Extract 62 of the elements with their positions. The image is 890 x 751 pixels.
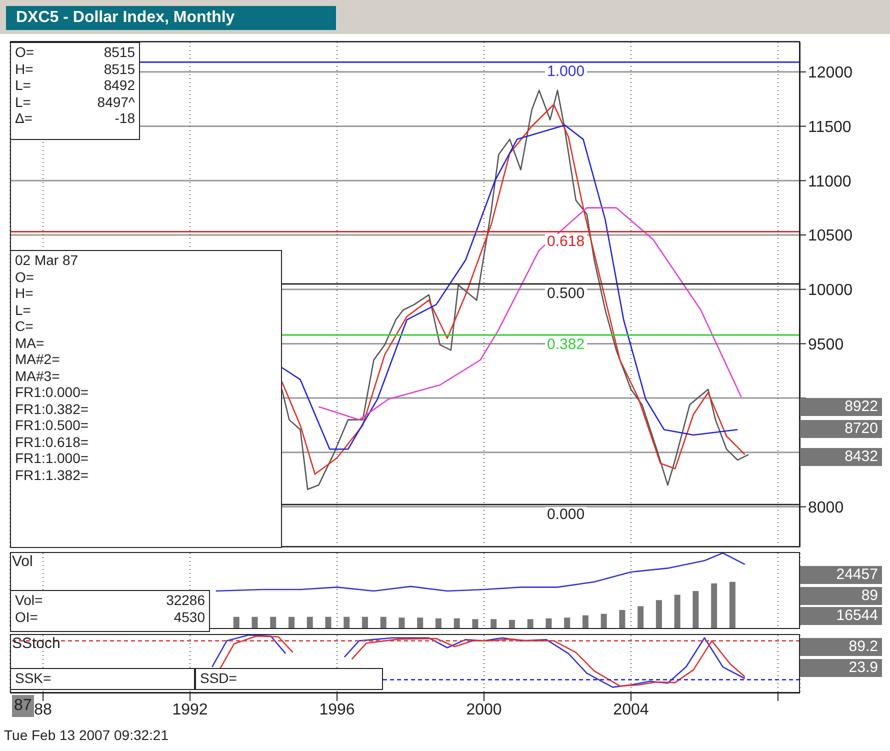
y-tick-label: 8000 <box>808 499 844 516</box>
bar <box>600 614 607 629</box>
annotation: 0.500 <box>545 284 587 302</box>
bar <box>527 619 534 629</box>
price-tag: 89.2 <box>800 638 882 656</box>
info-panel: SSK= <box>10 668 195 690</box>
annotation: 0.382 <box>545 336 587 353</box>
bar <box>417 618 424 629</box>
bar <box>380 616 386 629</box>
annotation: 0.000 <box>545 506 587 523</box>
y-tick-label: 9500 <box>808 336 844 354</box>
bar <box>472 619 478 629</box>
price-tag: 24457 <box>800 566 882 584</box>
bar <box>325 616 332 629</box>
annotation: 1.000 <box>545 63 587 80</box>
y-tick-label: 10500 <box>808 228 853 245</box>
price-tag: 23.9 <box>800 659 882 677</box>
annotation: 0.618 <box>545 232 587 250</box>
annotation: SSK= <box>15 670 52 686</box>
bar <box>362 616 368 629</box>
price-tag: 89 <box>800 587 882 605</box>
price-tag: 8720 <box>800 420 882 438</box>
info-panel: Vol= 32286 OI= 4530 <box>10 590 210 632</box>
y-tick-label: 11000 <box>808 173 852 190</box>
x-tick-label: 2000 <box>466 701 502 718</box>
chart-title: Vol <box>12 553 33 570</box>
bar <box>288 616 294 629</box>
cursor-box: 87 <box>12 695 34 717</box>
info-panel: 02 Mar 87 O= H= L= C= MA= MA#2= MA#3= FR1:0.000= FR1:0.382= FR1:0.500= FR1:0.618= FR1:1.000= FR1:1.382= <box>10 250 282 548</box>
bar <box>490 619 497 629</box>
bar <box>233 616 240 629</box>
bar <box>306 616 313 629</box>
chart-title: SStoch <box>12 635 60 652</box>
bar <box>674 594 680 629</box>
price-tag: 8432 <box>800 448 882 466</box>
y-tick-label: 10000 <box>808 282 853 300</box>
chart-title: DXC5 - Dollar Index, Monthly <box>6 6 336 30</box>
annotation: SSD= <box>200 670 237 686</box>
bar <box>344 616 350 629</box>
bar <box>638 606 644 629</box>
y-tick-label: 12000 <box>808 64 853 82</box>
info-panel: SSD= <box>195 668 383 690</box>
bar <box>564 618 570 629</box>
bar <box>656 600 662 629</box>
info-panel: O= 8515 H= 8515 L= 8492 L= 8497^ Δ= -18 <box>10 42 140 140</box>
x-tick-label: 2004 <box>613 701 649 718</box>
bar <box>252 616 258 629</box>
bar <box>619 610 626 629</box>
price-tag: 8922 <box>800 398 882 416</box>
bar <box>711 583 718 629</box>
line-series <box>318 207 742 420</box>
y-tick-label: 11500 <box>808 118 852 136</box>
text: Tue Feb 13 2007 09:32:21 <box>4 727 168 743</box>
x-tick-label: 1996 <box>319 701 355 718</box>
bar <box>729 582 736 629</box>
bar <box>582 615 588 629</box>
x-tick-label: 88 <box>34 701 52 718</box>
x-tick-label: 1992 <box>172 701 208 718</box>
bar <box>398 618 405 629</box>
bar <box>692 591 699 629</box>
bar <box>270 616 276 629</box>
price-tag: 16544 <box>800 607 882 625</box>
